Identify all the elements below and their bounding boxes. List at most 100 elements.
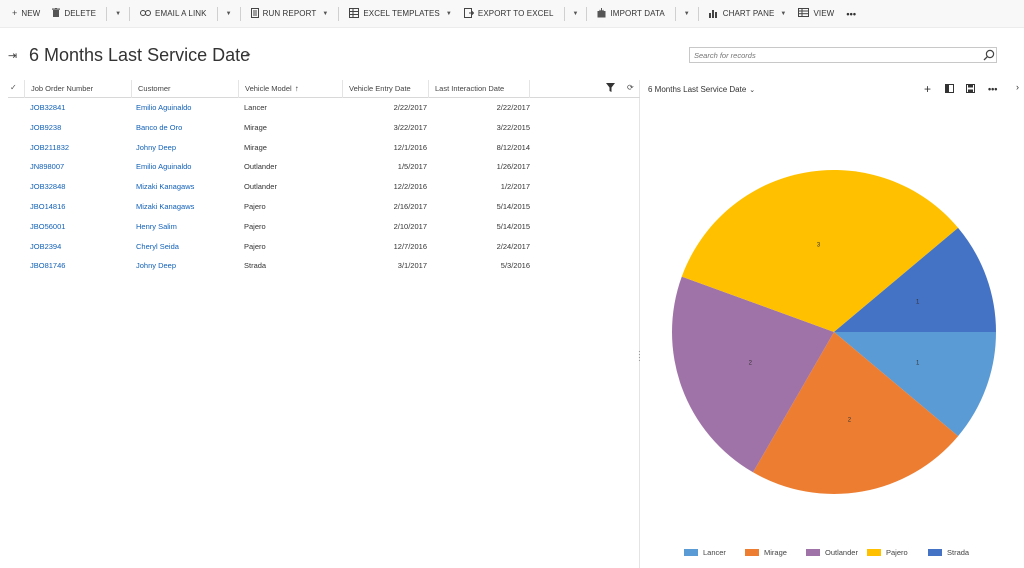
legend-item[interactable]: Lancer [684, 548, 726, 557]
last-interaction-date-cell: 8/12/2014 [496, 142, 530, 152]
view-title[interactable]: 6 Months Last Service Date [29, 45, 251, 65]
customer-link[interactable]: Mizaki Kanagaws [136, 182, 195, 192]
legend-item[interactable]: Strada [928, 548, 969, 557]
job-order-number-link[interactable]: JOB9238 [30, 122, 62, 132]
table-row[interactable]: JBO81746 Johny Deep Strada 3/1/2017 5/3/2016 [8, 256, 640, 276]
customer-link[interactable]: Johny Deep [136, 261, 177, 271]
delete-button[interactable]: DELETE [46, 0, 102, 28]
customer-link[interactable]: Henry Salim [136, 221, 177, 231]
last-interaction-date-cell: 5/14/2015 [496, 202, 530, 211]
legend-label: Pajero [886, 548, 908, 557]
pie-slice-lancer[interactable] [834, 332, 996, 437]
vehicle-entry-date-cell: 3/22/2017 [393, 122, 427, 132]
new-button[interactable]: + NEW [6, 0, 46, 28]
customer-link[interactable]: Emilio Aguinaldo [136, 162, 192, 172]
filter-icon[interactable] [606, 83, 615, 94]
job-order-number-link[interactable]: JOB32841 [30, 103, 66, 112]
chart-selector[interactable]: 6 Months Last Service Date ⌄ [648, 85, 755, 94]
customer-link[interactable]: Cheryl Seida [136, 241, 179, 251]
job-order-number-link[interactable]: JBO56001 [30, 221, 66, 231]
email-more-dropdown[interactable]: ▼ [222, 0, 236, 28]
job-order-number-link[interactable]: JBO14816 [30, 202, 66, 211]
column-header-customer[interactable]: Customer [131, 80, 238, 98]
chart-pane-button[interactable]: CHART PANE ▼ [703, 0, 793, 28]
job-order-number-link[interactable]: JBO81746 [30, 261, 66, 271]
pie-slice-pajero[interactable] [681, 170, 959, 332]
email-link-label: EMAIL A LINK [155, 9, 207, 18]
chevron-down-icon[interactable]: ⌄ [244, 48, 253, 59]
job-order-number-link[interactable]: JN898007 [30, 162, 65, 172]
pie-slice-mirage[interactable] [753, 332, 959, 495]
import-data-button[interactable]: IMPORT DATA [591, 0, 670, 28]
table-row[interactable]: JN898007 Emilio Aguinaldo Outlander 1/5/201… [8, 157, 640, 177]
table-row[interactable]: JOB211832 Johny Deep Mirage 12/1/2016 8/12/2… [8, 138, 640, 158]
pie-chart: 1 2 2 3 1 [672, 170, 996, 495]
column-header-vehicle-entry-date[interactable]: Vehicle Entry Date [342, 80, 428, 98]
excel-templates-button[interactable]: EXCEL TEMPLATES ▼ [343, 0, 458, 28]
chart-title: 6 Months Last Service Date [648, 85, 747, 94]
vehicle-model-cell: Strada [244, 261, 267, 271]
table-row[interactable]: JBO56001 Henry Salim Pajero 2/10/2017 5/14/2… [8, 217, 640, 237]
column-header-vehicle-model[interactable]: Vehicle Model ↑ [238, 80, 342, 98]
legend-item[interactable]: Pajero [867, 548, 908, 557]
chart-pane-label: CHART PANE [722, 9, 775, 18]
trash-icon [52, 8, 61, 19]
customer-link[interactable]: Mizaki Kanagaws [136, 202, 195, 211]
refresh-icon[interactable]: ⟳ [627, 83, 634, 92]
command-bar: + NEW DELETE ▼ EMAIL A LINK ▼ RUN REPORT… [0, 0, 1024, 28]
new-chart-plus-icon[interactable]: + [924, 82, 932, 96]
chevron-right-icon[interactable]: › [1016, 82, 1019, 92]
last-interaction-date-cell: 3/22/2015 [496, 122, 530, 132]
job-order-number-link[interactable]: JOB32848 [30, 182, 66, 192]
export-excel-label: EXPORT TO EXCEL [477, 9, 554, 18]
chart-more-options-ellipsis-icon[interactable]: ••• [988, 84, 998, 94]
export-excel-button[interactable]: EXPORT TO EXCEL [458, 0, 560, 28]
last-interaction-date-cell: 1/26/2017 [496, 162, 530, 172]
chevron-down-icon: ▼ [225, 10, 232, 17]
view-header: ⇥ 6 Months Last Service Date ⌄ [0, 40, 1024, 72]
vehicle-entry-date-cell: 1/5/2017 [397, 162, 427, 172]
chevron-down-icon: ⌄ [749, 87, 756, 94]
email-link-button[interactable]: EMAIL A LINK [134, 0, 213, 28]
job-order-number-link[interactable]: JOB211832 [30, 142, 70, 152]
legend-swatch [745, 549, 759, 556]
import-more-dropdown[interactable]: ▼ [680, 0, 694, 28]
grid-header: ✓ Job Order Number Customer Vehicle Mode… [8, 80, 640, 98]
table-row[interactable]: JOB2394 Cheryl Seida Pajero 12/7/2016 2/24/2… [8, 237, 640, 257]
select-all-checkmark-icon[interactable]: ✓ [10, 83, 17, 92]
run-report-button[interactable]: RUN REPORT ▼ [245, 0, 335, 28]
legend-item[interactable]: Outlander [806, 548, 858, 557]
customer-link[interactable]: Banco de Oro [136, 122, 183, 132]
job-order-number-link[interactable]: JOB2394 [30, 241, 62, 251]
export-more-dropdown[interactable]: ▼ [569, 0, 583, 28]
pie-slice-strada[interactable] [834, 227, 996, 332]
save-chart-icon[interactable] [966, 84, 975, 96]
column-header-job-order-number[interactable]: Job Order Number [24, 80, 131, 98]
table-row[interactable]: JBO14816 Mizaki Kanagaws Pajero 2/16/2017 5/… [8, 197, 640, 217]
legend-label: Strada [947, 548, 970, 557]
ellipsis-icon: ••• [846, 8, 857, 19]
column-header-label: Job Order Number [31, 84, 94, 93]
table-row[interactable]: JOB32848 Mizaki Kanagaws Outlander 12/2/201… [8, 177, 640, 197]
search-icon[interactable] [983, 48, 996, 62]
table-row[interactable]: JOB32841 Emilio Aguinaldo Lancer 2/22/2017 2… [8, 98, 640, 118]
expand-chart-icon[interactable] [945, 84, 954, 96]
customer-link[interactable]: Emilio Aguinaldo [136, 103, 192, 112]
last-interaction-date-cell: 2/22/2017 [496, 103, 530, 112]
delete-more-dropdown[interactable]: ▼ [111, 0, 125, 28]
search-input[interactable] [689, 47, 997, 63]
table-row[interactable]: JOB9238 Banco de Oro Mirage 3/22/2017 3/22/2… [8, 118, 640, 138]
view-button[interactable]: VIEW [792, 0, 840, 28]
column-header-label: Customer [138, 84, 171, 93]
pane-splitter-handle[interactable]: · · · · [638, 347, 641, 365]
pie-slice-outlander[interactable] [672, 276, 834, 473]
legend-item[interactable]: Mirage [745, 548, 787, 557]
import-data-label: IMPORT DATA [610, 9, 665, 18]
customer-link[interactable]: Johny Deep [136, 142, 177, 152]
pin-icon[interactable]: ⇥ [8, 50, 18, 62]
column-header-last-interaction-date[interactable]: Last Interaction Date [428, 80, 530, 98]
chevron-down-icon: ▼ [683, 10, 690, 17]
legend-label: Mirage [764, 548, 787, 557]
records-grid: ✓ Job Order Number Customer Vehicle Mode… [8, 80, 640, 568]
more-commands-button[interactable]: ••• [840, 0, 862, 28]
